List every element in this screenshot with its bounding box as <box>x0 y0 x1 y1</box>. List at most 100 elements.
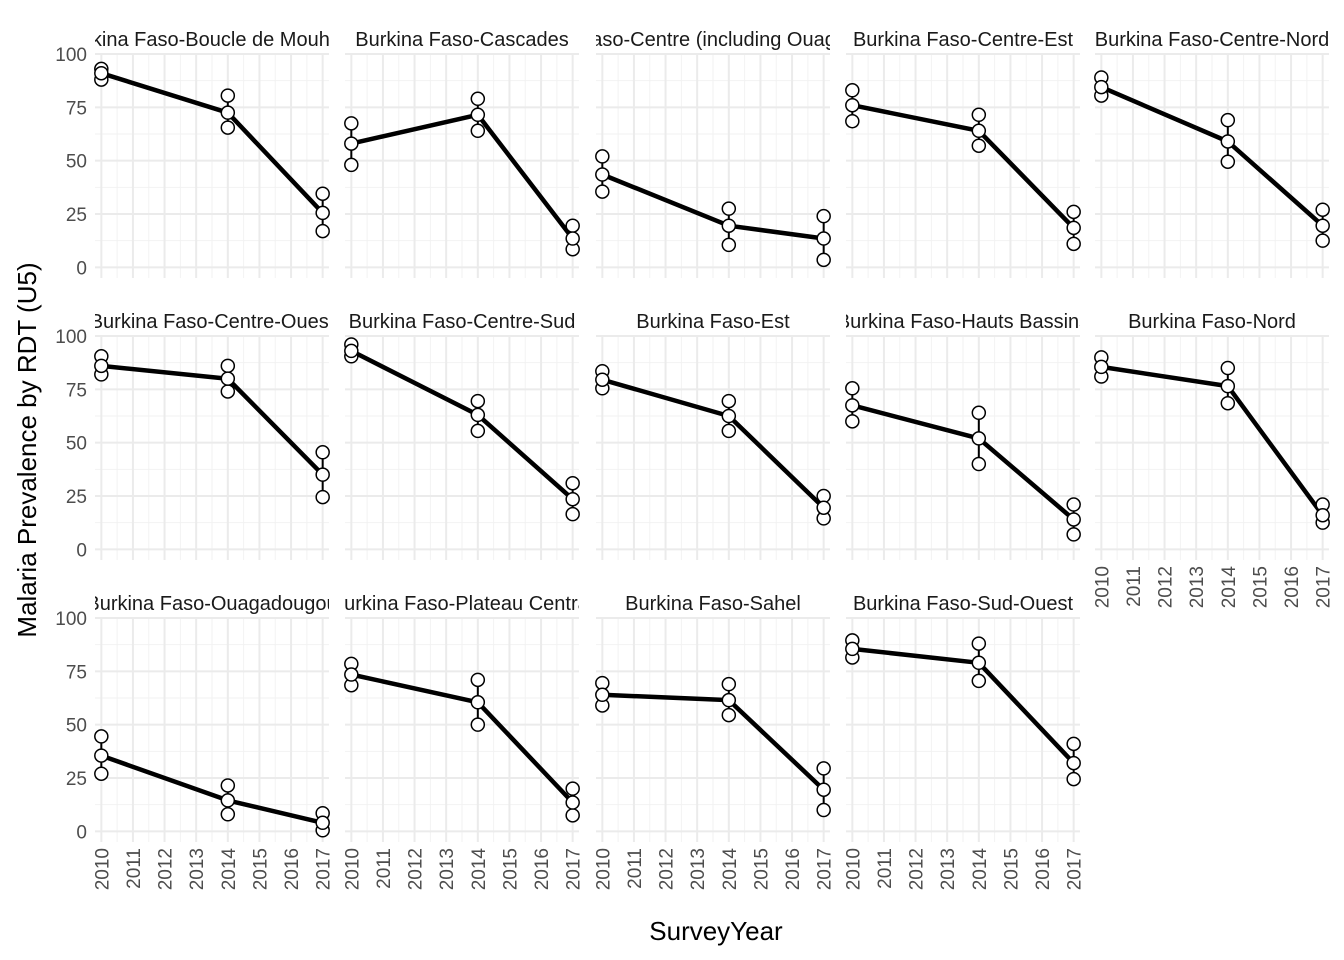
x-tick-label: 2016 <box>1033 848 1054 890</box>
data-point-lower <box>971 673 987 689</box>
data-point-lower <box>220 384 236 399</box>
data-point-lower <box>220 807 236 822</box>
facet-panel: Burkina Faso-Ouagadougou 0 25 50 75 100 2010 20… <box>55 593 337 890</box>
data-point-estimate <box>470 407 486 423</box>
data-point-estimate <box>315 205 330 221</box>
facet-panel: Burkina Faso-Sahel 2010 2011 2012 2013 2014 20… <box>593 593 835 890</box>
data-point-estimate <box>94 65 109 81</box>
facet-title: Burkina Faso-Centre-Est <box>853 29 1074 51</box>
data-point-estimate <box>470 695 486 710</box>
x-tick-label: 2014 <box>720 848 741 891</box>
facet-title: Burkina Faso-Centre-Sud <box>349 311 576 333</box>
x-tick-label: 2016 <box>1282 566 1303 608</box>
data-point-lower <box>315 489 330 505</box>
x-tick-label: 2012 <box>406 848 427 890</box>
data-point-lower <box>845 414 860 429</box>
x-tick-label: 2011 <box>124 848 145 889</box>
data-point-estimate <box>971 123 987 139</box>
data-point-estimate <box>1066 220 1081 236</box>
facet-title: Burkina Faso-Sahel <box>625 593 801 615</box>
data-point-upper <box>94 729 109 744</box>
data-point-lower <box>1315 233 1330 248</box>
x-tick-label: 2016 <box>783 848 804 890</box>
x-tick-label: 2011 <box>1124 566 1145 607</box>
x-tick-label: 2013 <box>187 848 208 890</box>
facet-panel: Burkina Faso-Est <box>595 311 831 560</box>
data-point-estimate <box>315 467 330 482</box>
data-point-upper <box>595 149 610 164</box>
data-point-upper <box>220 88 236 103</box>
facet-panel: Burkina Faso-Boucle de Mouhoun 0 25 50 75 100 <box>55 29 363 279</box>
data-point-upper <box>1220 360 1236 376</box>
facet-panel: Burkina Faso-Sud-Ouest 2010 2011 2012 2013 20… <box>843 593 1085 890</box>
y-tick-label: 75 <box>66 98 87 119</box>
y-axis-title: Malaria Prevalence by RDT (U5) <box>12 262 42 637</box>
data-point-estimate <box>1220 134 1236 149</box>
data-point-upper <box>470 672 486 688</box>
data-point-estimate <box>220 371 236 386</box>
x-tick-label: 2010 <box>342 848 363 890</box>
facet-title: Burkina Faso-Centre-Nord <box>1095 29 1330 51</box>
data-point-upper <box>971 405 987 421</box>
data-point-lower <box>470 717 486 732</box>
x-tick-label: 2010 <box>1092 566 1113 608</box>
facet-panel: Burkina Faso-Centre-Nord <box>1094 29 1330 278</box>
data-point-upper <box>1066 497 1081 512</box>
data-point-estimate <box>344 136 359 151</box>
data-point-estimate <box>94 748 109 763</box>
x-tick-label: 2016 <box>282 848 303 890</box>
data-point-estimate <box>315 815 330 831</box>
y-tick-label: 100 <box>55 609 87 630</box>
facet-title: Burkina Faso-Centre-Ouest <box>90 311 335 333</box>
data-point-lower <box>1066 771 1081 787</box>
y-tick-label: 25 <box>66 205 87 226</box>
data-point-lower <box>721 707 737 723</box>
y-tick-label: 25 <box>66 487 87 508</box>
data-point-estimate <box>595 167 610 182</box>
data-point-estimate <box>816 231 831 246</box>
data-point-upper <box>1220 112 1236 128</box>
data-point-lower <box>565 506 580 522</box>
data-point-estimate <box>845 398 860 413</box>
x-tick-label: 2010 <box>843 848 864 890</box>
y-tick-label: 50 <box>66 434 87 455</box>
data-point-upper <box>565 781 580 796</box>
facet-title: Burkina Faso-Cascades <box>355 29 568 51</box>
data-point-estimate <box>1094 79 1109 95</box>
data-point-estimate <box>721 692 737 708</box>
data-point-estimate <box>220 793 236 808</box>
facet-title: Burkina Faso-Nord <box>1128 311 1296 333</box>
data-point-estimate <box>845 97 860 113</box>
x-tick-label: 2017 <box>564 848 585 890</box>
facet-panel: Burkina Faso-Centre-Sud <box>344 311 580 560</box>
data-point-upper <box>220 358 236 374</box>
x-tick-label: 2013 <box>938 848 959 890</box>
x-tick-label: 2013 <box>437 848 458 890</box>
facet-title: Burkina Faso-Est <box>636 311 790 333</box>
x-tick-label: 2014 <box>1219 566 1240 609</box>
facet-panel: Burkina Faso-Plateau Central 2010 2011 2012… <box>342 593 585 890</box>
data-point-upper <box>721 201 737 216</box>
data-point-upper <box>470 393 486 409</box>
facet-title: Burkina Faso-Ouagadougou <box>86 593 337 615</box>
y-tick-label: 100 <box>55 45 87 66</box>
x-tick-label: 2012 <box>907 848 928 890</box>
y-tick-label: 50 <box>66 716 87 737</box>
data-point-estimate <box>565 491 580 507</box>
x-tick-label: 2011 <box>875 848 896 889</box>
data-point-estimate <box>1315 507 1330 523</box>
data-point-upper <box>971 636 987 651</box>
data-point-lower <box>1066 236 1081 252</box>
data-point-upper <box>565 475 580 491</box>
x-tick-label: 2015 <box>250 848 271 890</box>
facet-title: Burkina Faso-Sud-Ouest <box>853 593 1074 615</box>
y-tick-label: 75 <box>66 380 87 401</box>
facet-title: Burkina Faso-Boucle de Mouhoun <box>61 29 363 51</box>
data-point-lower <box>971 138 987 153</box>
data-point-upper <box>816 208 831 224</box>
data-point-lower <box>565 808 580 823</box>
data-point-estimate <box>595 372 610 387</box>
data-point-lower <box>816 252 831 268</box>
x-tick-label: 2017 <box>314 848 335 890</box>
y-tick-label: 0 <box>76 540 87 561</box>
